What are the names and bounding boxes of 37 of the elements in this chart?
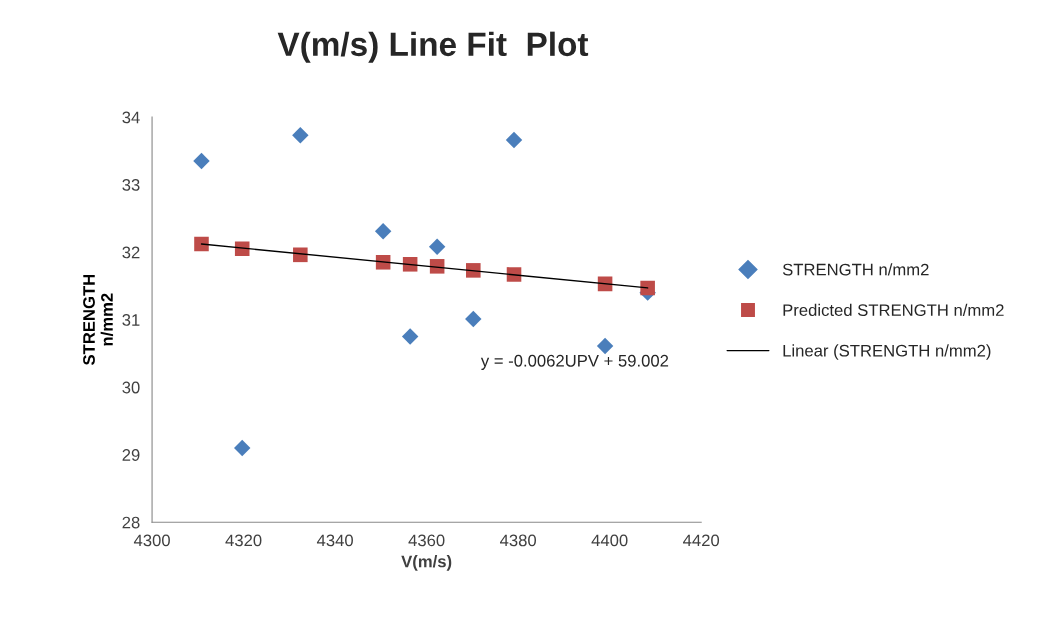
point (596, 337, 614, 355)
chart-title: V(m/s) Line Fit Plot (277, 31, 589, 63)
x-tick-label: 4360 (408, 534, 445, 547)
legend-label: Predicted STRENGTH n/mm2 (783, 303, 1004, 317)
annotation: y = -0.0062UPV + 59.002 (480, 354, 669, 370)
point (374, 223, 392, 240)
x-tick-label: 4400 (591, 534, 628, 547)
y-axis-title: STRENGTH n/mm2 (83, 274, 114, 366)
y-tick-label: 34 (122, 111, 140, 124)
x-tick-label: 4340 (316, 534, 353, 547)
y-tick-label: 32 (122, 246, 140, 259)
point (466, 263, 481, 278)
point (292, 127, 309, 144)
point (233, 439, 251, 457)
y-tick-label: 33 (122, 179, 140, 191)
y-tick-label: 29 (122, 449, 140, 461)
y-tick-label: 31 (122, 314, 140, 326)
point (428, 238, 446, 255)
y-tick-label: 28 (122, 516, 140, 529)
point (193, 152, 210, 170)
point (505, 131, 523, 149)
x-tick-label: 4420 (683, 534, 720, 547)
legend-label: Linear (STRENGTH n/mm2) (783, 344, 991, 360)
x-tick-label: 4380 (499, 534, 537, 547)
point (401, 328, 419, 345)
point (375, 254, 391, 270)
point (194, 236, 209, 252)
point (506, 267, 522, 282)
point (429, 259, 445, 274)
y-tick-label: 30 (122, 381, 140, 394)
point (640, 280, 655, 296)
x-tick-label: 4320 (225, 534, 262, 547)
point (234, 241, 250, 257)
point (465, 310, 482, 328)
x-axis-title: V(m/s) (401, 555, 452, 571)
x-tick-label: 4300 (133, 534, 170, 547)
legend-label: STRENGTH n/mm2 (782, 263, 929, 276)
